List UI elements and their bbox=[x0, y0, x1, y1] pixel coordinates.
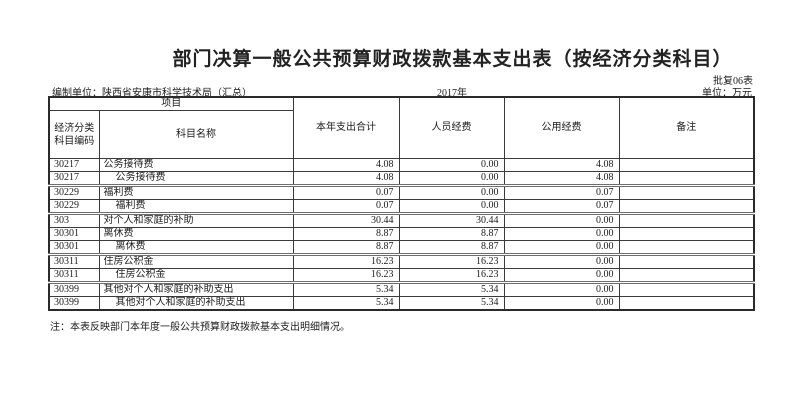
approval-table-label: 批复06表 bbox=[713, 76, 753, 87]
public-cell: 0.00 bbox=[503, 227, 620, 241]
table-row: 30311 住房公积金 16.23 16.23 0.00 bbox=[48, 268, 755, 284]
public-cell: 0.00 bbox=[503, 213, 620, 228]
personnel-cell: 5.34 bbox=[398, 296, 505, 311]
total-cell: 16.23 bbox=[292, 268, 400, 284]
code-cell: 30311 bbox=[48, 268, 100, 284]
total-cell: 0.07 bbox=[292, 185, 400, 200]
header-project: 项目 bbox=[48, 96, 294, 111]
public-cell: 0.07 bbox=[503, 199, 620, 215]
public-cell: 0.00 bbox=[503, 282, 620, 297]
public-cell: 4.08 bbox=[503, 171, 620, 187]
subject-name-cell: 离休费 bbox=[98, 227, 294, 241]
total-cell: 4.08 bbox=[292, 171, 400, 187]
subject-name-cell: 公务接待费 bbox=[98, 171, 294, 187]
personnel-cell: 8.87 bbox=[398, 240, 505, 256]
header-public-column: 公用经费 bbox=[503, 96, 620, 159]
subject-name-cell: 离休费 bbox=[98, 240, 294, 256]
code-cell: 303 bbox=[48, 213, 100, 228]
code-cell: 30217 bbox=[48, 171, 100, 187]
header-personnel-column: 人员经费 bbox=[398, 96, 505, 159]
year-label: 2017年 bbox=[437, 88, 467, 99]
remark-cell bbox=[618, 296, 755, 311]
total-cell: 8.87 bbox=[292, 227, 400, 241]
header-total-column: 本年支出合计 bbox=[292, 96, 400, 159]
personnel-cell: 8.87 bbox=[398, 227, 505, 241]
total-cell: 4.08 bbox=[292, 158, 400, 172]
personnel-cell: 16.23 bbox=[398, 268, 505, 284]
total-cell: 8.87 bbox=[292, 240, 400, 256]
meta-row: 编制单位：陕西省安康市科学技术局（汇总） 2017年 单位：万元 bbox=[48, 84, 753, 99]
header-code-line2: 科目编码 bbox=[54, 135, 95, 147]
compiling-unit-label: 编制单位：陕西省安康市科学技术局（汇总） bbox=[52, 88, 252, 99]
expenditure-table: 项目 本年支出合计 人员经费 公用经费 备注 经济分类 科目编码 科目名称 30… bbox=[48, 96, 755, 311]
code-cell: 30229 bbox=[48, 199, 100, 215]
remark-cell bbox=[618, 158, 755, 172]
table-header: 项目 本年支出合计 人员经费 公用经费 备注 经济分类 科目编码 科目名称 bbox=[48, 96, 755, 159]
total-cell: 0.07 bbox=[292, 199, 400, 215]
table-row: 303 对个人和家庭的补助 30.44 30.44 0.00 bbox=[48, 213, 755, 228]
personnel-cell: 5.34 bbox=[398, 282, 505, 297]
public-cell: 0.00 bbox=[503, 296, 620, 311]
subject-name-cell: 住房公积金 bbox=[98, 268, 294, 284]
personnel-cell: 0.00 bbox=[398, 199, 505, 215]
public-cell: 0.00 bbox=[503, 268, 620, 284]
total-cell: 30.44 bbox=[292, 213, 400, 228]
subject-name-cell: 住房公积金 bbox=[98, 254, 294, 269]
remark-cell bbox=[618, 240, 755, 256]
table-row: 30399 其他对个人和家庭的补助支出 5.34 5.34 0.00 bbox=[48, 282, 755, 297]
code-cell: 30301 bbox=[48, 240, 100, 256]
code-cell: 30229 bbox=[48, 185, 100, 200]
table-body: 30217 公务接待费 4.08 0.00 4.08 30217 公务接待费 4… bbox=[48, 158, 755, 311]
remark-cell bbox=[618, 268, 755, 284]
remark-cell bbox=[618, 282, 755, 297]
table-row: 30217 公务接待费 4.08 0.00 4.08 bbox=[48, 158, 755, 172]
remark-cell bbox=[618, 227, 755, 241]
personnel-cell: 16.23 bbox=[398, 254, 505, 269]
public-cell: 0.00 bbox=[503, 254, 620, 269]
code-cell: 30301 bbox=[48, 227, 100, 241]
total-cell: 5.34 bbox=[292, 282, 400, 297]
personnel-cell: 30.44 bbox=[398, 213, 505, 228]
header-code-column: 经济分类 科目编码 bbox=[48, 110, 100, 159]
header-subject-name-column: 科目名称 bbox=[98, 110, 294, 159]
public-cell: 0.00 bbox=[503, 240, 620, 256]
remark-cell bbox=[618, 199, 755, 215]
subject-name-cell: 对个人和家庭的补助 bbox=[98, 213, 294, 228]
total-cell: 5.34 bbox=[292, 296, 400, 311]
table-row: 30399 其他对个人和家庭的补助支出 5.34 5.34 0.00 bbox=[48, 296, 755, 311]
header-row-subcolumns: 经济分类 科目编码 科目名称 bbox=[48, 110, 754, 159]
table-row: 30229 福利费 0.07 0.00 0.07 bbox=[48, 185, 755, 200]
remark-cell bbox=[618, 185, 755, 200]
code-cell: 30399 bbox=[48, 282, 100, 297]
code-cell: 30311 bbox=[48, 254, 100, 269]
table-row: 30229 福利费 0.07 0.00 0.07 bbox=[48, 199, 755, 215]
page-title: 部门决算一般公共预算财政拨款基本支出表（按经济分类科目） bbox=[172, 49, 733, 70]
remark-cell bbox=[618, 213, 755, 228]
total-cell: 16.23 bbox=[292, 254, 400, 269]
code-cell: 30399 bbox=[48, 296, 100, 311]
remark-cell bbox=[618, 254, 755, 269]
subject-name-cell: 公务接待费 bbox=[98, 158, 294, 172]
footnote: 注：本表反映部门本年度一般公共预算财政拨款基本支出明细情况。 bbox=[50, 322, 350, 333]
header-row-project: 项目 本年支出合计 人员经费 公用经费 备注 bbox=[48, 96, 755, 159]
table-row: 30311 住房公积金 16.23 16.23 0.00 bbox=[48, 254, 755, 269]
header-code-line1: 经济分类 bbox=[54, 122, 95, 134]
personnel-cell: 0.00 bbox=[398, 158, 505, 172]
remark-cell bbox=[618, 171, 755, 187]
header-remark-column: 备注 bbox=[618, 96, 755, 159]
unit-label: 单位：万元 bbox=[702, 88, 752, 99]
table-row: 30301 离休费 8.87 8.87 0.00 bbox=[48, 227, 755, 241]
subject-name-cell: 其他对个人和家庭的补助支出 bbox=[98, 296, 294, 311]
public-cell: 4.08 bbox=[503, 158, 620, 172]
personnel-cell: 0.00 bbox=[398, 185, 505, 200]
subject-name-cell: 福利费 bbox=[98, 185, 294, 200]
subject-name-cell: 福利费 bbox=[98, 199, 294, 215]
public-cell: 0.07 bbox=[503, 185, 620, 200]
table-row: 30217 公务接待费 4.08 0.00 4.08 bbox=[48, 171, 755, 187]
subject-name-cell: 其他对个人和家庭的补助支出 bbox=[98, 282, 294, 297]
code-cell: 30217 bbox=[48, 158, 100, 172]
personnel-cell: 0.00 bbox=[398, 171, 505, 187]
table-row: 30301 离休费 8.87 8.87 0.00 bbox=[48, 240, 755, 256]
